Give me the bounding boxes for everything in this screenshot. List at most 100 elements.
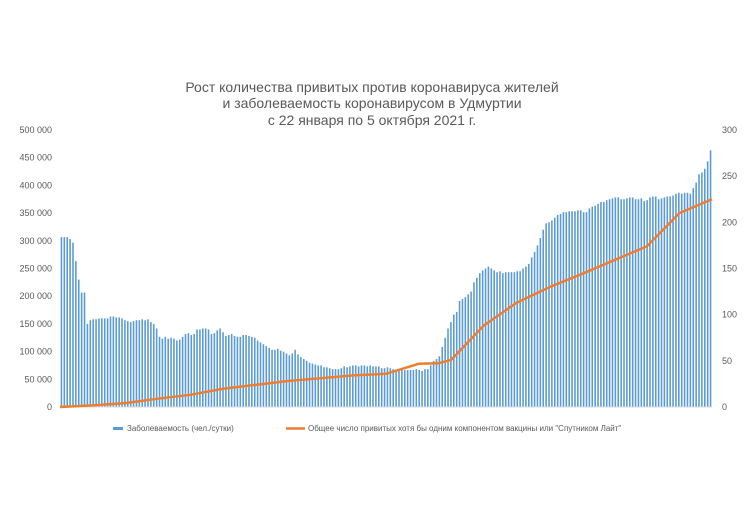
incidence-bar	[190, 334, 193, 407]
incidence-bar	[473, 282, 475, 407]
incidence-bar	[467, 294, 470, 407]
incidence-bar	[69, 238, 71, 407]
incidence-bar	[637, 199, 640, 407]
incidence-bar	[225, 335, 227, 407]
incidence-bar	[530, 257, 533, 407]
incidence-bar	[66, 237, 69, 407]
right-axis-tick-label: 300	[722, 125, 737, 135]
incidence-bar	[155, 328, 158, 407]
incidence-bar	[432, 360, 435, 407]
incidence-bar	[375, 366, 377, 407]
incidence-bar	[262, 344, 265, 407]
incidence-bar	[646, 200, 648, 407]
left-axis-ticks: 0 50 000 100 000 150 000 200 000 250 000 300 0…	[19, 125, 52, 412]
incidence-bar	[242, 334, 244, 407]
incidence-bar	[383, 368, 386, 407]
incidence-bar	[369, 365, 371, 407]
incidence-bar	[450, 322, 452, 407]
incidence-bar	[213, 333, 216, 407]
incidence-bar	[170, 337, 172, 407]
incidence-bar	[628, 197, 631, 407]
incidence-bar	[441, 346, 444, 407]
incidence-bar	[181, 336, 184, 407]
incidence-bar	[453, 314, 455, 407]
incidence-bar	[271, 349, 273, 407]
legend: Заболеваемость (чел./сутки) Общее число …	[113, 424, 621, 433]
incidence-bar	[600, 202, 602, 407]
incidence-bar	[259, 342, 262, 407]
right-axis-tick-label: 250	[722, 171, 737, 181]
incidence-bar	[424, 369, 426, 407]
incidence-bar	[109, 316, 112, 407]
incidence-bar	[438, 356, 441, 407]
incidence-bar	[103, 318, 106, 407]
incidence-bar	[308, 362, 311, 407]
incidence-bar	[412, 370, 415, 407]
incidence-bar	[77, 279, 80, 407]
incidence-bar	[282, 351, 285, 407]
incidence-bar	[239, 336, 242, 407]
incidence-bar	[551, 220, 553, 407]
left-axis-tick-label: 350 000	[19, 208, 52, 218]
incidence-bar	[657, 199, 660, 407]
incidence-bar	[608, 199, 611, 407]
incidence-bar	[605, 200, 608, 407]
incidence-bar	[654, 196, 657, 407]
incidence-bar	[709, 150, 712, 407]
incidence-bar	[305, 360, 308, 407]
incidence-bar	[603, 202, 605, 407]
left-axis-tick-label: 250 000	[19, 264, 52, 274]
incidence-bar	[444, 337, 446, 407]
incidence-bar	[343, 366, 345, 407]
incidence-bar	[597, 203, 599, 407]
vaccinated-line	[59, 198, 713, 409]
incidence-bar	[184, 334, 187, 407]
incidence-bar	[98, 318, 100, 407]
incidence-bar	[233, 335, 236, 407]
incidence-bar	[323, 367, 325, 407]
incidence-bar	[502, 273, 504, 407]
incidence-bar	[652, 196, 654, 407]
incidence-bar	[193, 334, 195, 407]
incidence-bar	[478, 273, 481, 407]
incidence-bars	[60, 150, 712, 407]
incidence-bar	[337, 369, 340, 407]
incidence-bar	[222, 332, 224, 407]
incidence-bar	[207, 329, 210, 407]
incidence-bar	[268, 347, 270, 407]
left-axis-tick-label: 450 000	[19, 153, 52, 163]
incidence-bar	[415, 369, 418, 407]
incidence-bar	[594, 205, 596, 407]
incidence-bar	[196, 329, 198, 407]
incidence-bar	[245, 334, 247, 407]
incidence-bar	[577, 210, 579, 407]
incidence-bar	[496, 272, 498, 407]
incidence-bar	[176, 340, 178, 407]
incidence-bar	[464, 297, 467, 407]
incidence-bar	[187, 333, 190, 407]
incidence-bar	[692, 188, 695, 407]
left-axis-tick-label: 400 000	[19, 180, 52, 190]
incidence-bar	[427, 369, 429, 407]
incidence-bar	[458, 300, 461, 407]
legend-label-vaccinated: Общее число привитых хотя бы одним компо…	[308, 424, 621, 433]
chart-title-line-2: и заболеваемость коронавирусом в Удмурти…	[222, 95, 521, 111]
incidence-bar	[493, 270, 495, 407]
incidence-bar	[504, 272, 507, 407]
incidence-bar	[678, 192, 680, 407]
incidence-bar	[421, 370, 423, 407]
incidence-bar	[210, 334, 213, 407]
incidence-bar	[112, 316, 115, 407]
incidence-bar	[248, 335, 250, 407]
incidence-bar	[124, 320, 126, 407]
incidence-bar	[401, 369, 403, 407]
left-axis-tick-label: 50 000	[24, 374, 52, 384]
incidence-bar	[643, 201, 645, 407]
incidence-bar	[548, 222, 550, 407]
incidence-bar	[72, 242, 74, 407]
incidence-bar	[403, 370, 406, 407]
incidence-bar	[83, 292, 86, 407]
incidence-bar	[277, 348, 279, 407]
incidence-bar	[649, 197, 651, 407]
left-axis-tick-label: 150 000	[19, 319, 52, 329]
